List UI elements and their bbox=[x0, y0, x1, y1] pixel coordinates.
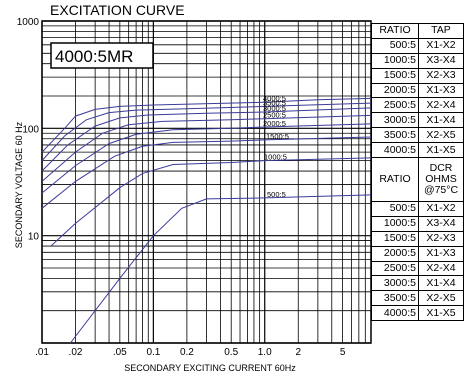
x-tick-label: .05 bbox=[113, 347, 127, 358]
table-header-row: RATIO TAP bbox=[371, 23, 464, 39]
table-row: 3000:5 X1-X4 bbox=[371, 112, 464, 129]
ratio-cell: 2000:5 bbox=[371, 82, 419, 99]
curve-3000-5 bbox=[41, 107, 372, 172]
dcr-row: 4000:5 X1-X5 bbox=[371, 305, 464, 322]
dcr-header-row: RATIO DCR OHMS @75°C bbox=[371, 157, 464, 203]
curve-label: 2500:5 bbox=[263, 111, 286, 120]
header-ratio: RATIO bbox=[371, 23, 419, 39]
table-row: 1500:5 X2-X3 bbox=[371, 67, 464, 84]
curve-label: 3000:5 bbox=[263, 104, 286, 113]
y-tick-labels: 10 100 1000 bbox=[17, 17, 40, 243]
table-row: 2500:5 X2-X4 bbox=[371, 97, 464, 114]
tap-cell: X2-X4 bbox=[418, 260, 464, 277]
dcr-header-ohms: DCR OHMS @75°C bbox=[418, 157, 464, 203]
tap-cell: X1-X4 bbox=[418, 112, 464, 129]
x-tick-labels: .01 .02 .05 0.1 0.2 0.5 1.0 2 5 bbox=[35, 347, 346, 358]
table-row: 1000:5 X3-X4 bbox=[371, 52, 464, 69]
curve-label: 500:5 bbox=[267, 190, 286, 199]
tap-cell: X2-X5 bbox=[418, 127, 464, 144]
dcr-row: 2500:5 X2-X4 bbox=[371, 260, 464, 277]
tap-cell: X1-X5 bbox=[418, 142, 464, 159]
y-tick-label: 1000 bbox=[17, 17, 40, 28]
tap-cell: X1-X4 bbox=[418, 275, 464, 292]
table-row: 4000:5 X1-X5 bbox=[371, 142, 464, 159]
y-tick-label: 100 bbox=[22, 124, 39, 135]
tap-cell: X2-X3 bbox=[418, 230, 464, 247]
ratio-cell: 3000:5 bbox=[371, 275, 419, 292]
table-row: 500:5 X1-X2 bbox=[371, 37, 464, 54]
ratio-cell: 1000:5 bbox=[371, 215, 419, 232]
curve-label: 2000:5 bbox=[263, 119, 286, 128]
x-tick-label: .02 bbox=[69, 347, 83, 358]
dcr-header-line: @75°C bbox=[423, 184, 459, 197]
dcr-header-line: OHMS bbox=[425, 173, 457, 186]
dcr-row: 2000:5 X1-X3 bbox=[371, 245, 464, 262]
dcr-row: 500:5 X1-X2 bbox=[371, 201, 464, 217]
curve-label: 3500:5 bbox=[263, 98, 286, 107]
tap-cell: X3-X4 bbox=[418, 215, 464, 232]
ratio-cell: 2500:5 bbox=[371, 97, 419, 114]
x-tick-label: .01 bbox=[35, 347, 49, 358]
tap-cell: X2-X3 bbox=[418, 67, 464, 84]
x-tick-label: 0.2 bbox=[180, 347, 194, 358]
curve-2000-5 bbox=[41, 123, 372, 194]
curve-group bbox=[41, 97, 372, 344]
tap-cell: X2-X5 bbox=[418, 290, 464, 307]
ratio-cell: 4000:5 bbox=[371, 142, 419, 159]
x-tick-label: 0.1 bbox=[146, 347, 160, 358]
ratio-tap-table: RATIO TAP 500:5 X1-X2 1000:5 X3-X4 1500:5 X2-… bbox=[371, 23, 464, 322]
ratio-cell: 500:5 bbox=[371, 201, 419, 217]
ratio-cell: 2000:5 bbox=[371, 245, 419, 262]
dcr-header-line: DCR bbox=[429, 162, 453, 175]
tap-cell: X1-X2 bbox=[418, 37, 464, 54]
ratio-cell: 1500:5 bbox=[371, 67, 419, 84]
curve-1500-5 bbox=[41, 136, 372, 209]
curve-label: 1500:5 bbox=[266, 132, 289, 141]
dcr-row: 3500:5 X2-X5 bbox=[371, 290, 464, 307]
ratio-cell: 1500:5 bbox=[371, 230, 419, 247]
curve-1000-5 bbox=[50, 157, 372, 247]
plot-grid bbox=[41, 20, 372, 344]
x-axis-label: SECONDARY EXCITING CURRENT 60Hz bbox=[124, 363, 296, 373]
ratio-cell: 3000:5 bbox=[371, 112, 419, 129]
header-tap: TAP bbox=[418, 23, 464, 39]
tap-cell: X1-X3 bbox=[418, 82, 464, 99]
inset-label-box bbox=[50, 42, 154, 69]
curve-label: 1000:5 bbox=[264, 153, 287, 162]
table-row: 3500:5 X2-X5 bbox=[371, 127, 464, 144]
tap-cell: X1-X2 bbox=[418, 201, 464, 217]
curve-label: 4000:5 bbox=[263, 94, 286, 103]
dcr-header-ratio: RATIO bbox=[371, 157, 419, 203]
curve-4000-5 bbox=[41, 97, 372, 153]
inset-label: 4000:5MR bbox=[55, 47, 133, 66]
ratio-cell: 2500:5 bbox=[371, 260, 419, 277]
curve-500-5 bbox=[70, 194, 372, 344]
ratio-cell: 3500:5 bbox=[371, 290, 419, 307]
x-tick-label: 5 bbox=[340, 347, 346, 358]
y-axis-label: SECONDARY VOLTAGE 60 Hz bbox=[14, 121, 24, 248]
dcr-row: 1000:5 X3-X4 bbox=[371, 215, 464, 232]
tap-cell: X2-X4 bbox=[418, 97, 464, 114]
ratio-cell: 3500:5 bbox=[371, 127, 419, 144]
ratio-cell: 1000:5 bbox=[371, 52, 419, 69]
x-tick-label: 2 bbox=[296, 347, 302, 358]
dcr-row: 3000:5 X1-X4 bbox=[371, 275, 464, 292]
ratio-cell: 500:5 bbox=[371, 37, 419, 54]
chart-title: EXCITATION CURVE bbox=[50, 2, 185, 18]
curve-3500-5 bbox=[41, 102, 372, 161]
tap-cell: X1-X3 bbox=[418, 245, 464, 262]
dcr-row: 1500:5 X2-X3 bbox=[371, 230, 464, 247]
curve-2500-5 bbox=[41, 114, 372, 182]
x-tick-label: 1.0 bbox=[258, 347, 272, 358]
x-tick-label: 0.5 bbox=[224, 347, 238, 358]
ratio-cell: 4000:5 bbox=[371, 305, 419, 322]
table-row: 2000:5 X1-X3 bbox=[371, 82, 464, 99]
y-tick-label: 10 bbox=[28, 232, 40, 243]
tap-cell: X1-X5 bbox=[418, 305, 464, 322]
tap-cell: X3-X4 bbox=[418, 52, 464, 69]
